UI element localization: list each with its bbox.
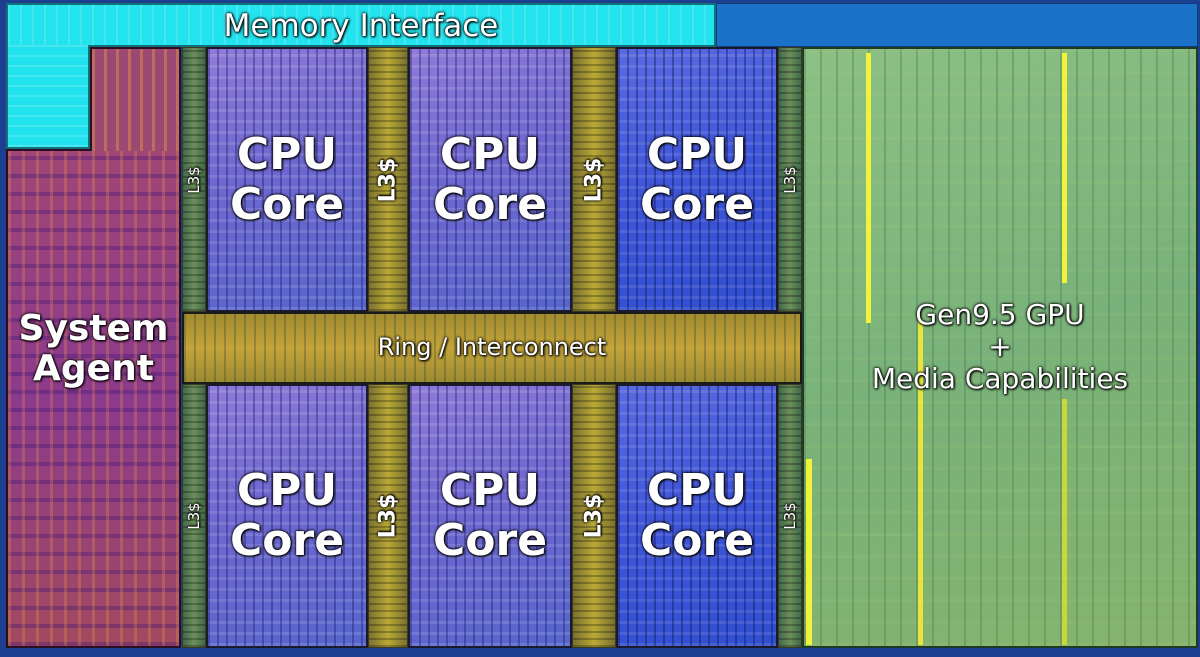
memory-interface-block: Memory Interface xyxy=(6,3,716,47)
system-agent-label: System Agent xyxy=(18,308,169,389)
cpu-core-5: CPU Core xyxy=(408,384,572,648)
top-right-pad xyxy=(716,3,1198,47)
l3-cache-slice-5: L3$ xyxy=(182,384,206,648)
gpu-block: Gen9.5 GPU + Media Capabilities xyxy=(802,47,1198,648)
l3-cache-slice-7: L3$ xyxy=(572,384,616,648)
gpu-trace-line xyxy=(918,319,923,645)
l3-cache-label: L3$ xyxy=(375,157,401,202)
gpu-trace-line xyxy=(1062,399,1067,645)
gpu-trace-line xyxy=(866,53,871,323)
l3-cache-slice-3: L3$ xyxy=(572,47,616,312)
l3-cache-slice-2: L3$ xyxy=(368,47,408,312)
cpu-core-1: CPU Core xyxy=(206,47,368,312)
gpu-label: Gen9.5 GPU + Media Capabilities xyxy=(804,299,1196,395)
ring-interconnect-block: Ring / Interconnect xyxy=(182,312,802,384)
cpu-core-label: CPU Core xyxy=(432,128,548,230)
l3-cache-label: L3$ xyxy=(581,157,607,202)
ring-interconnect-label: Ring / Interconnect xyxy=(377,333,607,361)
memory-interface-label: Memory Interface xyxy=(223,8,499,44)
system-agent-top-logic xyxy=(90,47,181,151)
cpu-core-2: CPU Core xyxy=(408,47,572,312)
cpu-core-label: CPU Core xyxy=(229,128,345,230)
gpu-label-line-3: Media Capabilities xyxy=(871,362,1129,395)
l3-cache-slice-1: L3$ xyxy=(182,47,206,312)
gpu-trace-line xyxy=(806,459,812,645)
l3-cache-slice-6: L3$ xyxy=(368,384,408,648)
memory-interface-extension xyxy=(6,45,90,149)
l3-cache-label: L3$ xyxy=(375,493,401,539)
cpu-core-4: CPU Core xyxy=(206,384,368,648)
l3-cache-slice-8: L3$ xyxy=(778,384,802,648)
l3-cache-label: L3$ xyxy=(185,502,203,530)
l3-cache-label: L3$ xyxy=(185,165,203,194)
gpu-label-line-2: + xyxy=(988,330,1012,363)
cpu-core-label: CPU Core xyxy=(639,465,755,566)
cpu-core-label: CPU Core xyxy=(639,128,755,230)
l3-cache-slice-4: L3$ xyxy=(778,47,802,312)
l3-cache-label: L3$ xyxy=(781,165,799,194)
gpu-label-line-1: Gen9.5 GPU xyxy=(915,298,1085,331)
gpu-trace-line xyxy=(1062,53,1067,283)
cpu-core-label: CPU Core xyxy=(229,465,345,566)
l3-cache-label: L3$ xyxy=(781,502,799,530)
system-agent-block: System Agent xyxy=(6,149,181,648)
l3-cache-label: L3$ xyxy=(581,493,607,539)
cpu-core-3: CPU Core xyxy=(616,47,778,312)
cpu-core-6: CPU Core xyxy=(616,384,778,648)
cpu-core-label: CPU Core xyxy=(432,465,548,566)
